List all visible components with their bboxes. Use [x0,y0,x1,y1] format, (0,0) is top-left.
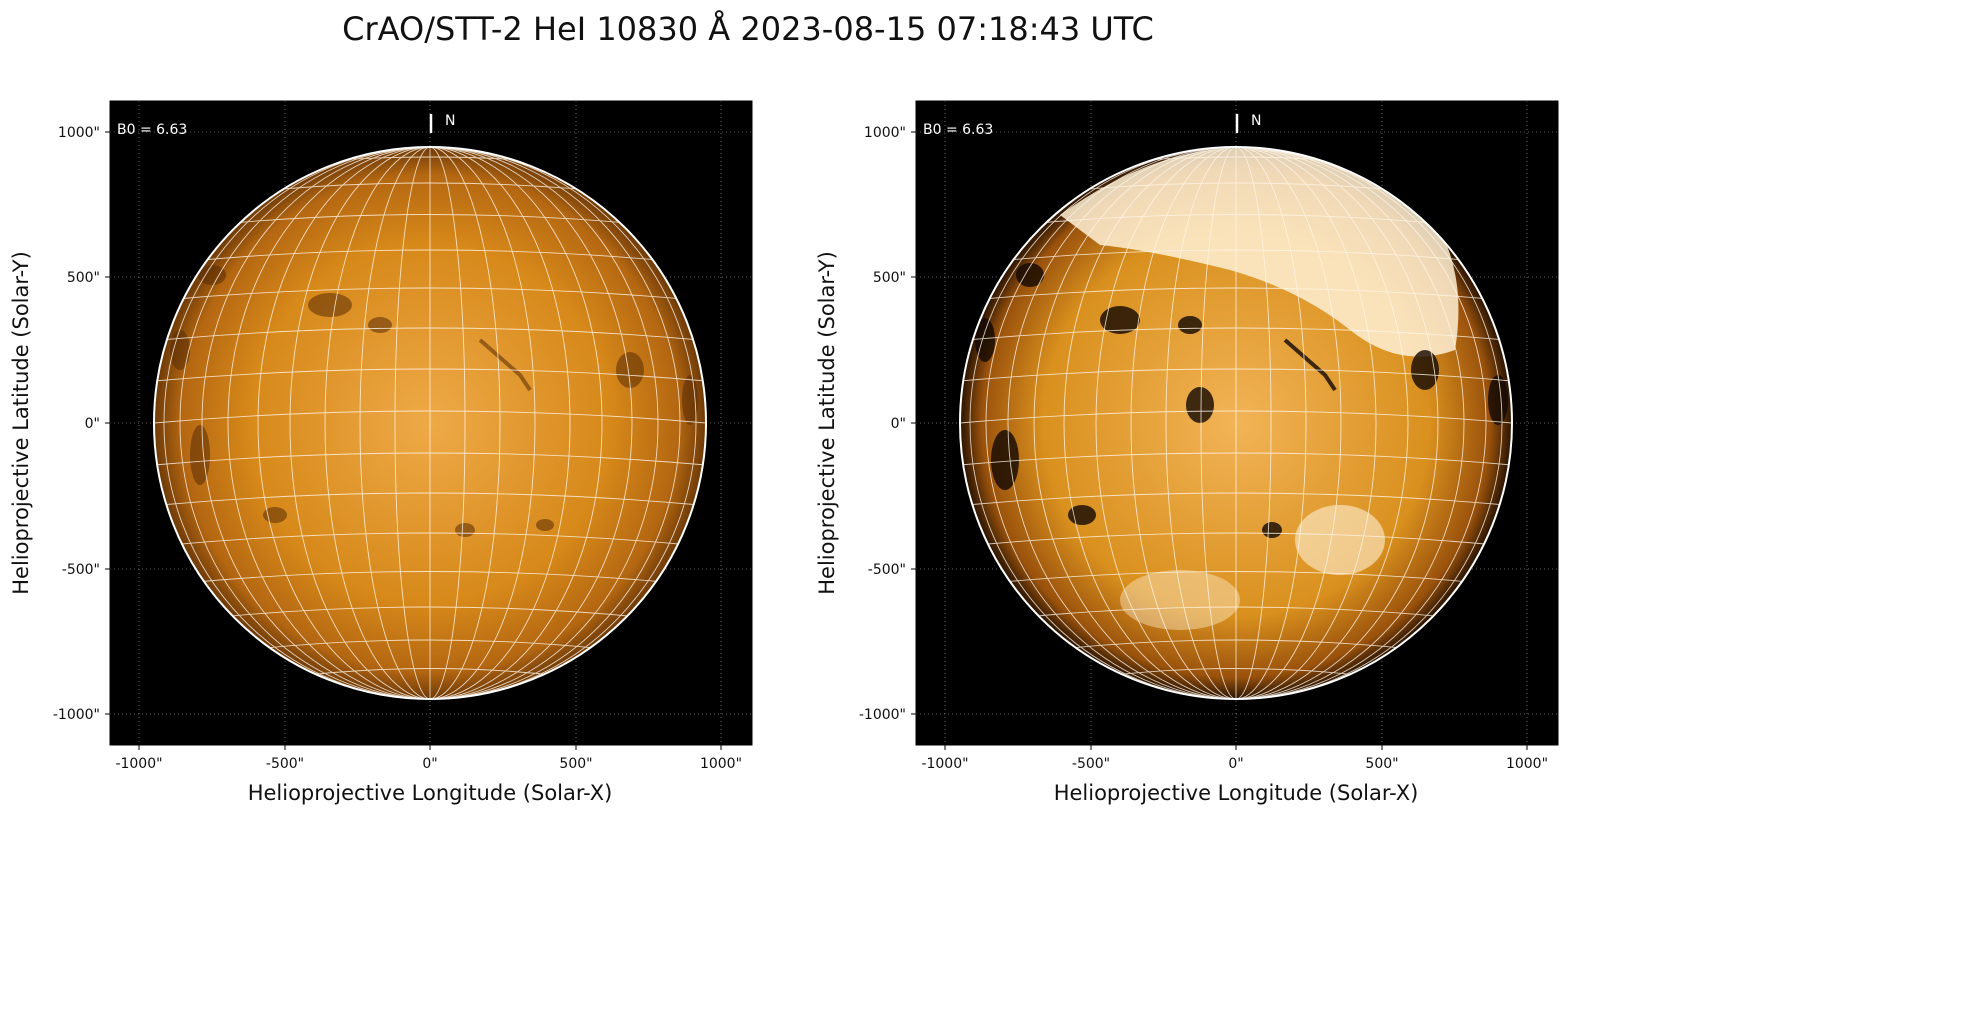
figure-title: CrAO/STT-2 HeI 10830 Å 2023-08-15 07:18:… [342,10,1154,48]
y-tick-label: -500" [62,562,100,578]
panel-left-plot: N B0 = 6.63 -1000" -500" 0" 500" 1000" [9,100,753,805]
y-tick-label: -1000" [859,707,906,723]
x-axis-label: Helioprojective Longitude (Solar-X) [1054,781,1419,805]
y-tick-label: 1000" [864,125,906,141]
x-tick-labels: -1000" -500" 0" 500" 1000" [921,756,1548,772]
panel-right-plot: N B0 = 6.63 -1000" -500" 0" 500" 1000" 1… [815,100,1559,805]
y-tick-label: 500" [67,270,100,286]
b0-label: B0 = 6.63 [923,122,993,138]
solar-limb [153,146,707,700]
x-tick-label: 1000" [700,756,742,772]
x-tick-label: 1000" [1506,756,1548,772]
x-tick-label: -500" [1072,756,1110,772]
x-tick-label: -1000" [921,756,968,772]
y-axis-label: Helioprojective Latitude (Solar-Y) [9,251,33,595]
axis-ticks [105,131,722,750]
x-tick-label: 500" [559,756,592,772]
bright-region [1060,148,1459,630]
y-tick-label: -1000" [53,707,100,723]
y-tick-label: 1000" [58,125,100,141]
y-axis-label: Helioprojective Latitude (Solar-Y) [815,251,839,595]
axis-ticks [911,131,1528,750]
x-tick-label: -1000" [115,756,162,772]
y-tick-label: -500" [868,562,906,578]
figure: CrAO/STT-2 HeI 10830 Å 2023-08-15 07:18:… [0,0,1559,816]
solar-limb [959,146,1513,700]
x-tick-label: -500" [266,756,304,772]
y-tick-labels: 1000" 500" 0" -500" -1000" [53,125,100,723]
north-label: N [1251,113,1261,129]
x-tick-label: 0" [1228,756,1243,772]
y-tick-label: 0" [891,416,906,432]
x-tick-label: 0" [422,756,437,772]
x-tick-labels: -1000" -500" 0" 500" 1000" [115,756,742,772]
y-tick-label: 500" [873,270,906,286]
panel-right: N B0 = 6.63 -1000" -500" 0" 500" 1000" 1… [806,0,1590,816]
y-tick-labels: 1000" 500" 0" -500" -1000" [859,125,906,723]
panel-left: N B0 = 6.63 -1000" -500" 0" 500" 1000" [0,0,784,816]
x-tick-label: 500" [1365,756,1398,772]
heliographic-grid [960,147,1512,699]
heliographic-grid [154,147,706,699]
x-axis-label: Helioprojective Longitude (Solar-X) [248,781,613,805]
y-tick-label: 0" [85,416,100,432]
b0-label: B0 = 6.63 [117,122,187,138]
north-label: N [445,113,455,129]
